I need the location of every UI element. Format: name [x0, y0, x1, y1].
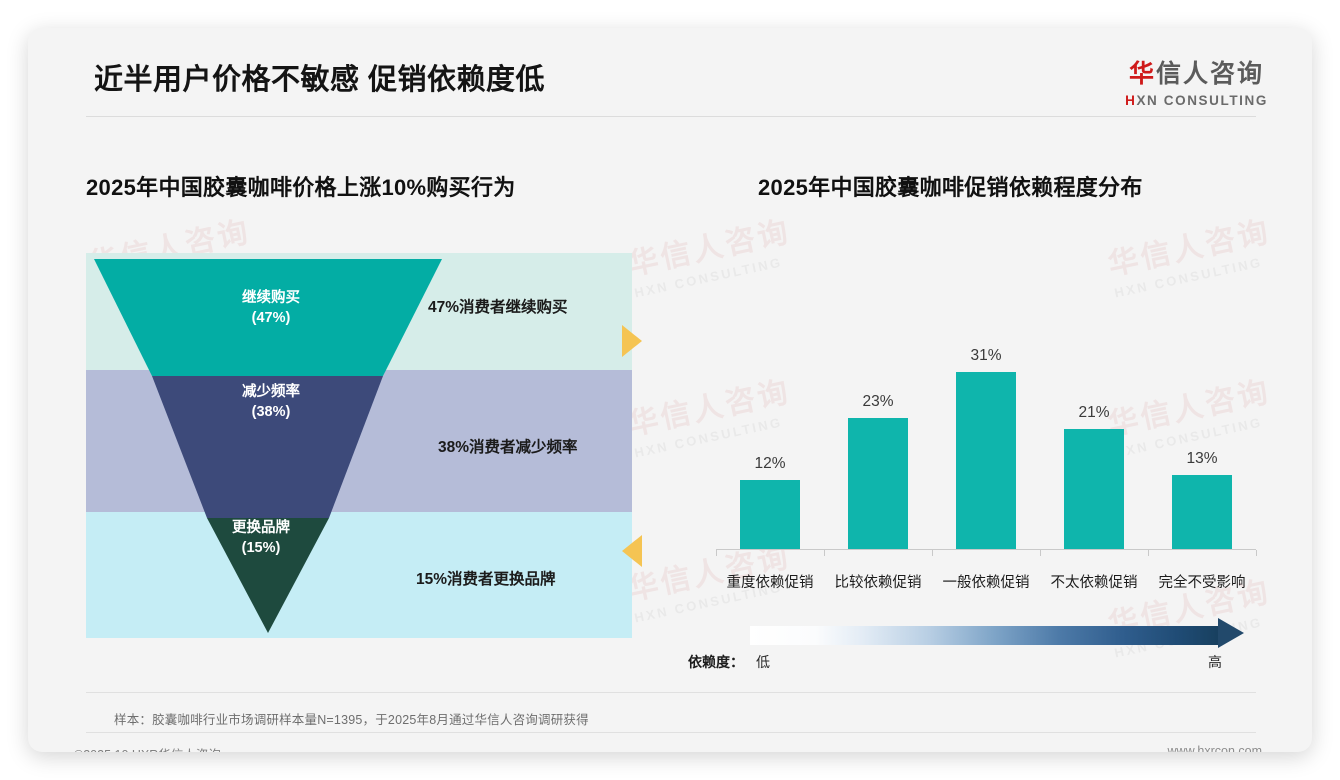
logo-en-rest: XN CONSULTING	[1136, 93, 1268, 108]
slide-header: 近半用户价格不敏感 促销依赖度低 华信人咨询 HXN CONSULTING	[28, 28, 1312, 118]
bar-rect	[956, 372, 1016, 549]
axis-tick	[932, 550, 933, 556]
bar-column: 21%	[1040, 404, 1148, 549]
bar-column: 23%	[824, 393, 932, 549]
funnel-segment-value: (15%)	[241, 539, 281, 556]
bar-column: 12%	[716, 455, 824, 549]
axis-tick	[824, 550, 825, 556]
bar-chart-categories: 重度依赖促销 比较依赖促销 一般依赖促销 不太依赖促销 完全不受影响	[688, 571, 1268, 599]
funnel-segment-name: 减少频率	[242, 384, 300, 400]
dependency-gradient-legend: 依赖度： 低 高	[688, 618, 1278, 678]
funnel-segment-1	[152, 376, 383, 518]
footer-divider	[86, 732, 1256, 733]
bar-value-label: 12%	[754, 455, 786, 472]
bar-rect	[1172, 475, 1232, 549]
brand-logo-en: HXN CONSULTING	[1125, 93, 1268, 108]
slide-card: 华信人咨询 HXN CONSULTING 华信人咨询 HXN CONSULTIN…	[28, 28, 1312, 752]
left-chart-title: 2025年中国胶囊咖啡价格上涨10%购买行为	[86, 175, 516, 200]
funnel-segment-label: 继续购买 (47%)	[216, 289, 326, 328]
funnel-annotation: 15%消费者更换品牌	[416, 571, 556, 588]
watermark-zh: 华信人咨询	[1105, 215, 1274, 282]
bar-category-label: 重度依赖促销	[726, 575, 814, 591]
arrow-right-icon	[622, 325, 642, 357]
axis-tick	[1148, 550, 1149, 556]
funnel-segment-label: 减少频率 (38%)	[216, 383, 326, 422]
funnel-segment-name: 继续购买	[242, 290, 300, 306]
gradient-bar	[750, 626, 1218, 645]
funnel-annotation: 38%消费者减少频率	[438, 439, 578, 456]
funnel-shape	[94, 259, 442, 633]
gradient-arrow-icon	[1218, 618, 1244, 648]
bar-category-label: 完全不受影响	[1158, 575, 1246, 591]
bar-rect	[740, 480, 800, 549]
brand-logo-zh: 华信人咨询	[1125, 54, 1268, 90]
arrow-left-icon	[622, 535, 642, 567]
bar-value-label: 23%	[862, 393, 894, 410]
legend-high-label: 高	[1208, 654, 1222, 670]
bar-category-label: 一般依赖促销	[942, 575, 1030, 591]
legend-title: 依赖度：	[688, 654, 744, 670]
bar-column: 13%	[1148, 450, 1256, 549]
funnel-segment-value: (47%)	[251, 309, 291, 326]
sample-footnote: 样本：胶囊咖啡行业市场调研样本量N=1395，于2025年8月通过华信人咨询调研…	[114, 713, 589, 727]
bar-chart: 12% 23% 31% 21% 13%	[688, 288, 1268, 578]
bar-value-label: 13%	[1186, 450, 1218, 467]
axis-tick	[1040, 550, 1041, 556]
logo-en-accent: H	[1125, 93, 1137, 108]
funnel-segment-label: 更换品牌 (15%)	[206, 519, 316, 558]
bar-rect	[1064, 429, 1124, 549]
website-text: www.hxrcon.com	[1167, 744, 1262, 752]
funnel-segment-0	[94, 259, 442, 376]
watermark-zh: 华信人咨询	[625, 215, 794, 282]
logo-accent-char: 华	[1129, 60, 1157, 88]
bar-chart-axis	[716, 549, 1256, 550]
bar-rect	[848, 418, 908, 549]
funnel-band	[86, 512, 632, 638]
bar-category-label: 比较依赖促销	[834, 575, 922, 591]
bar-category-label: 不太依赖促销	[1050, 575, 1138, 591]
bar-value-label: 21%	[1078, 404, 1110, 421]
funnel-annotation: 47%消费者继续购买	[428, 299, 568, 316]
watermark: 华信人咨询 HXN CONSULTING	[1103, 207, 1277, 300]
funnel-segment-name: 更换品牌	[232, 520, 290, 536]
brand-logo: 华信人咨询 HXN CONSULTING	[1125, 54, 1268, 108]
watermark: 华信人咨询 HXN CONSULTING	[623, 207, 797, 300]
bar-column: 31%	[932, 347, 1040, 549]
logo-rest-chars: 信人咨询	[1156, 60, 1265, 88]
page-title: 近半用户价格不敏感 促销依赖度低	[94, 64, 546, 96]
axis-tick	[1256, 550, 1257, 556]
funnel-segment-value: (38%)	[251, 403, 291, 420]
legend-low-label: 低	[756, 654, 770, 670]
funnel-segment-2	[207, 518, 329, 633]
copyright-text: ©2025.10 HXR华信人咨询	[74, 744, 221, 752]
right-chart-title: 2025年中国胶囊咖啡促销依赖程度分布	[758, 175, 1143, 200]
bar-value-label: 31%	[970, 347, 1002, 364]
axis-tick	[716, 550, 717, 556]
footnote-divider	[86, 692, 1256, 693]
funnel-chart: 47%消费者继续购买 38%消费者减少频率 15%消费者更换品牌 继续购买 (4…	[86, 253, 632, 638]
header-divider	[86, 116, 1256, 117]
